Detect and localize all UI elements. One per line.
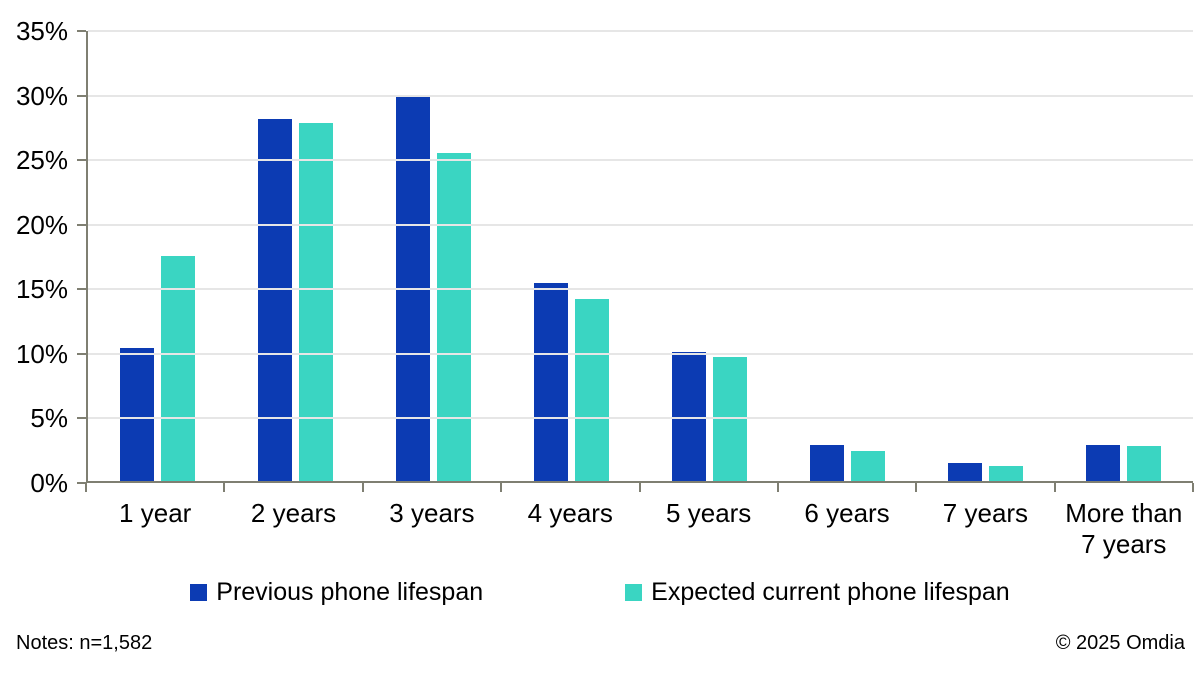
bar-group (88, 31, 226, 481)
bar (1086, 444, 1121, 481)
bar (989, 465, 1024, 481)
x-axis-tick (85, 483, 87, 492)
bar (298, 123, 333, 481)
x-axis-labels: 1 year 2 years 3 years 4 years 5 years 6 year… (86, 498, 1193, 560)
copyright-text: © 2025 Omdia (1055, 632, 1185, 654)
y-axis-tick (77, 159, 86, 162)
y-axis-label: 5% (30, 403, 68, 434)
legend-item: Expected current phone lifespan (625, 578, 1010, 607)
gridline (88, 30, 1193, 32)
y-axis-tick (77, 352, 86, 355)
x-axis-label: 4 years (527, 498, 613, 528)
bar (436, 152, 471, 481)
y-axis-tick (77, 30, 86, 32)
y-axis-label: 10% (15, 338, 68, 369)
bar-group (917, 31, 1055, 481)
y-axis-label: 30% (15, 80, 68, 111)
bar (672, 351, 707, 481)
bar (533, 283, 568, 481)
y-axis-tick (77, 482, 86, 484)
x-axis-tick (1192, 483, 1194, 492)
plot-area (86, 30, 1193, 483)
x-axis-label: 6 years (804, 498, 890, 528)
y-axis-tick (77, 417, 86, 420)
bar (948, 462, 983, 481)
bar (810, 444, 845, 481)
bar (160, 256, 195, 481)
bar-groups (88, 31, 1193, 481)
bar (119, 347, 154, 481)
x-axis-label: 3 years (389, 498, 475, 528)
footer: Notes: n=1,582 © 2025 Omdia (16, 632, 1185, 655)
legend-swatch-icon (625, 584, 643, 601)
gridline (88, 94, 1193, 97)
bar-group (502, 31, 640, 481)
gridline (88, 159, 1193, 162)
gridline (88, 223, 1193, 226)
bar (851, 451, 886, 481)
x-axis-tick (361, 483, 364, 492)
y-axis-label: 20% (15, 209, 68, 240)
x-axis-tick (638, 483, 641, 492)
bar (257, 119, 292, 481)
x-axis-label: 5 years (666, 498, 752, 528)
x-axis-tick (500, 483, 503, 492)
x-axis-tick (223, 483, 226, 492)
bar-group (364, 31, 502, 481)
notes-text: Notes: n=1,582 (16, 632, 153, 654)
y-axis-tick (77, 223, 86, 226)
y-axis-label: 35% (15, 16, 68, 46)
legend-label: Previous phone lifespan (216, 578, 484, 606)
legend-label: Expected current phone lifespan (651, 578, 1010, 606)
y-axis-label: 15% (15, 274, 68, 305)
y-axis-tick (77, 288, 86, 291)
bar-group (226, 31, 364, 481)
x-axis-label: 2 years (250, 498, 337, 528)
bar-group (779, 31, 917, 481)
legend-item: Previous phone lifespan (190, 578, 483, 607)
y-axis-label: 0% (30, 468, 68, 498)
x-axis-tick (915, 483, 918, 492)
gridline (88, 288, 1193, 291)
y-axis-label: 25% (15, 145, 68, 176)
x-axis-tick (776, 483, 779, 492)
x-axis-label: More than 7 years (1065, 498, 1183, 559)
bar-group (1055, 31, 1193, 481)
x-axis-tick (1053, 483, 1056, 492)
gridline (88, 352, 1193, 355)
bar (1127, 446, 1162, 481)
gridline (88, 417, 1193, 420)
y-axis-tick (77, 94, 86, 97)
x-axis-label: 7 years (942, 498, 1029, 528)
x-axis-label: 1 year (119, 498, 192, 528)
legend-swatch-icon (190, 584, 208, 601)
legend: Previous phone lifespan Expected current … (0, 578, 1200, 607)
bar (574, 298, 609, 481)
bar-group (641, 31, 779, 481)
